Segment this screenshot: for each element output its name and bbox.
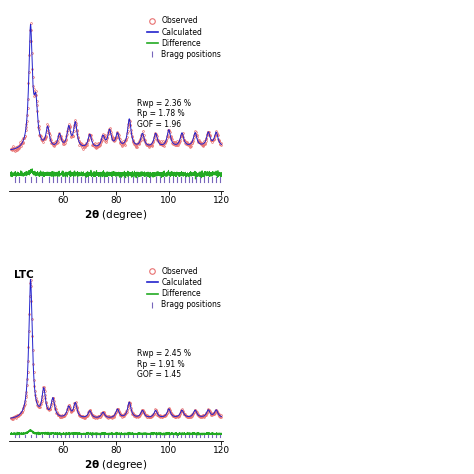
Text: Rwp = 2.45 %
Rp = 1.91 %
GOF = 1.45: Rwp = 2.45 % Rp = 1.91 % GOF = 1.45 xyxy=(137,349,191,379)
X-axis label: $\mathbf{2\theta}$ (degree): $\mathbf{2\theta}$ (degree) xyxy=(84,458,148,472)
Legend: Observed, Calculated, Difference, Bragg positions: Observed, Calculated, Difference, Bragg … xyxy=(147,266,221,310)
X-axis label: $\mathbf{2\theta}$ (degree): $\mathbf{2\theta}$ (degree) xyxy=(84,208,148,222)
Legend: Observed, Calculated, Difference, Bragg positions: Observed, Calculated, Difference, Bragg … xyxy=(147,16,221,59)
Text: LTC: LTC xyxy=(14,270,34,280)
Text: Rwp = 2.36 %
Rp = 1.78 %
GOF = 1.96: Rwp = 2.36 % Rp = 1.78 % GOF = 1.96 xyxy=(137,99,191,128)
